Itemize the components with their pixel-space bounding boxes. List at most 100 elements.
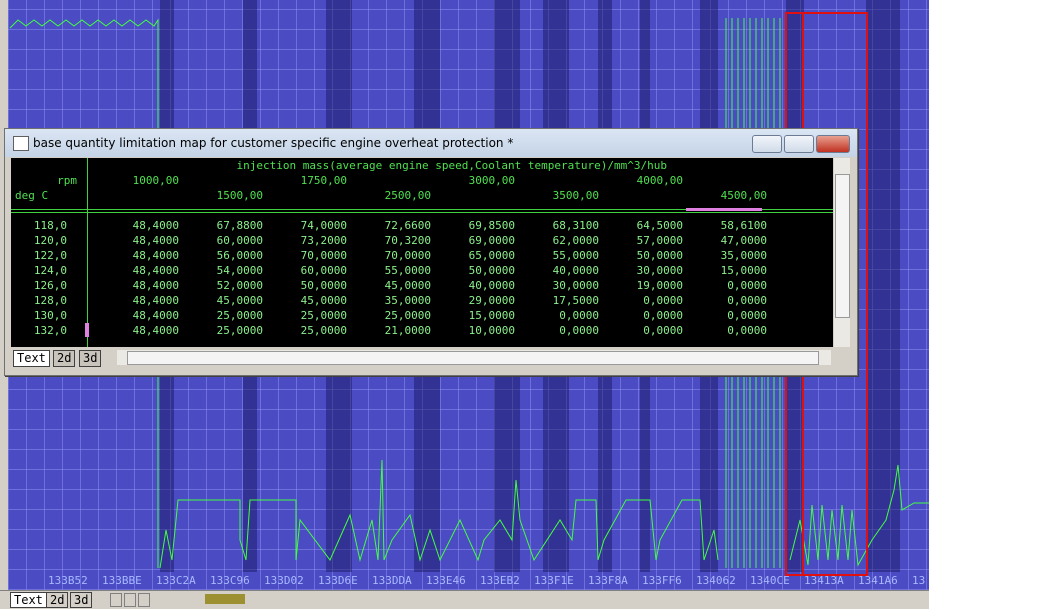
view-tab[interactable]: Text <box>13 350 50 367</box>
table-cell: 29,0000 <box>468 294 515 307</box>
table-cell: 56,0000 <box>216 249 263 262</box>
close-button[interactable] <box>816 135 850 153</box>
table-cell: 25,0000 <box>300 309 347 322</box>
table-cell: 74,0000 <box>300 219 347 232</box>
table-cell: 21,0000 <box>384 324 431 337</box>
table-cell: 47,0000 <box>720 234 767 247</box>
address-label: 133E46 <box>426 574 466 587</box>
address-label: 13413A <box>804 574 844 587</box>
table-cell: 57,0000 <box>636 234 683 247</box>
table-cell: 50,0000 <box>300 279 347 292</box>
table-cell: 69,0000 <box>468 234 515 247</box>
address-label: 1340CE <box>750 574 790 587</box>
cursor <box>85 323 89 337</box>
table-cell: 68,3100 <box>552 219 599 232</box>
address-band <box>866 0 900 572</box>
address-label: 133D02 <box>264 574 304 587</box>
address-label: 133BBE <box>102 574 142 587</box>
nav-prev[interactable] <box>138 593 150 607</box>
view-tab[interactable]: 3d <box>70 592 93 608</box>
table-cell: 0,0000 <box>727 294 767 307</box>
minimize-button[interactable] <box>752 135 782 153</box>
column-header: 1000,00 <box>132 174 179 187</box>
nav-prev-page[interactable] <box>124 593 136 607</box>
column-header: 1750,00 <box>300 174 347 187</box>
address-label: 134062 <box>696 574 736 587</box>
table-cell: 60,0000 <box>300 264 347 277</box>
y-axis-label: deg C <box>15 189 49 202</box>
table-cell: 55,0000 <box>384 264 431 277</box>
address-label: 133D6E <box>318 574 358 587</box>
row-header: 122,0 <box>33 249 67 262</box>
table-cell: 17,5000 <box>552 294 599 307</box>
address-label: 133FF6 <box>642 574 682 587</box>
table-cell: 0,0000 <box>643 294 683 307</box>
row-divider <box>87 158 88 347</box>
maximize-button[interactable] <box>784 135 814 153</box>
table-cell: 54,0000 <box>216 264 263 277</box>
table-cell: 48,4000 <box>132 234 179 247</box>
address-label: 133EB2 <box>480 574 520 587</box>
table-cell: 0,0000 <box>727 324 767 337</box>
table-cell: 70,0000 <box>384 249 431 262</box>
table-cell: 25,0000 <box>300 324 347 337</box>
address-label: 133F1E <box>534 574 574 587</box>
view-tab[interactable]: 2d <box>46 592 69 608</box>
row-header: 130,0 <box>33 309 67 322</box>
row-header: 124,0 <box>33 264 67 277</box>
table-cell: 0,0000 <box>559 324 599 337</box>
address-label: 133B52 <box>48 574 88 587</box>
table-cell: 48,4000 <box>132 219 179 232</box>
horizontal-scrollbar[interactable] <box>117 350 831 365</box>
scroll-thumb[interactable] <box>835 174 850 318</box>
header-divider <box>11 209 833 210</box>
table-cell: 50,0000 <box>468 264 515 277</box>
table-cell: 70,3200 <box>384 234 431 247</box>
table-cell: 0,0000 <box>727 279 767 292</box>
table-cell: 45,0000 <box>300 294 347 307</box>
address-label: 133C2A <box>156 574 196 587</box>
table-cell: 30,0000 <box>552 279 599 292</box>
vertical-scrollbar[interactable] <box>834 158 850 347</box>
table-cell: 19,0000 <box>636 279 683 292</box>
table-cell: 30,0000 <box>636 264 683 277</box>
row-header: 120,0 <box>33 234 67 247</box>
window-icon <box>13 136 29 151</box>
table-cell: 64,5000 <box>636 219 683 232</box>
address-label: 13 <box>912 574 926 587</box>
table-cell: 65,0000 <box>468 249 515 262</box>
position-marker <box>205 594 245 604</box>
table-cell: 15,0000 <box>468 309 515 322</box>
table-cell: 45,0000 <box>384 279 431 292</box>
header-divider <box>11 212 833 213</box>
address-label: 133C96 <box>210 574 250 587</box>
view-tab[interactable]: 3d <box>79 350 102 367</box>
column-header: 3000,00 <box>468 174 515 187</box>
table-cell: 25,0000 <box>384 309 431 322</box>
view-tab[interactable]: 2d <box>53 350 76 367</box>
scroll-thumb[interactable] <box>127 351 819 365</box>
table-cell: 73,2000 <box>300 234 347 247</box>
table-cell: 25,0000 <box>216 309 263 322</box>
x-axis-label: rpm <box>57 174 77 187</box>
cursor <box>686 208 762 211</box>
table-cell: 48,4000 <box>132 264 179 277</box>
view-tab[interactable]: Text <box>10 592 47 608</box>
table-cell: 70,0000 <box>300 249 347 262</box>
table-view: injection mass(average engine speed,Cool… <box>11 158 833 347</box>
nav-first[interactable] <box>110 593 122 607</box>
address-label: 133F8A <box>588 574 628 587</box>
table-cell: 67,8800 <box>216 219 263 232</box>
address-label: 133DDA <box>372 574 412 587</box>
table-cell: 69,8500 <box>468 219 515 232</box>
column-header: 4500,00 <box>720 189 767 202</box>
bottom-bar: Text 2d 3d <box>0 590 929 609</box>
table-cell: 60,0000 <box>216 234 263 247</box>
table-cell: 0,0000 <box>643 324 683 337</box>
table-cell: 10,0000 <box>468 324 515 337</box>
table-cell: 0,0000 <box>559 309 599 322</box>
table-cell: 48,4000 <box>132 279 179 292</box>
table-cell: 72,6600 <box>384 219 431 232</box>
table-cell: 48,4000 <box>132 324 179 337</box>
